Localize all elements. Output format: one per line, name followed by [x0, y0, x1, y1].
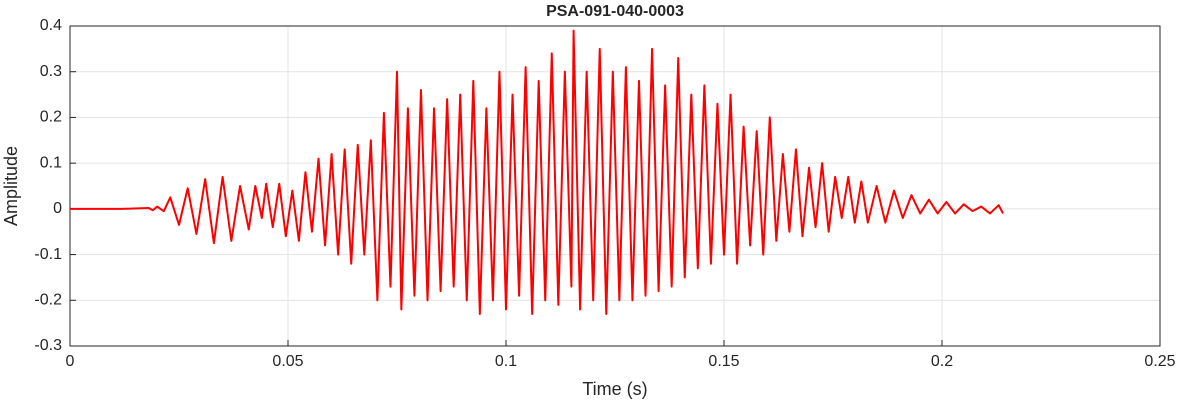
chart-title: PSA-091-040-0003 — [546, 3, 684, 20]
x-axis-label: Time (s) — [582, 379, 647, 399]
x-tick-label: 0.2 — [931, 353, 953, 370]
y-tick-label: 0.4 — [40, 17, 62, 34]
axes-box — [69, 25, 1161, 347]
x-tick-label: 0 — [66, 353, 75, 370]
y-tick-label: -0.1 — [34, 246, 62, 263]
y-tick-label: 0.1 — [40, 154, 62, 171]
x-tick-label: 0.25 — [1144, 353, 1175, 370]
y-tick-label: 0.3 — [40, 63, 62, 80]
y-tick-label: -0.3 — [34, 337, 62, 354]
y-tick-label: 0 — [53, 200, 62, 217]
x-tick-label: 0.1 — [495, 353, 517, 370]
x-tick-label: 0.05 — [272, 353, 303, 370]
series-line — [70, 29, 1004, 315]
y-axis-label: Amplitude — [1, 146, 21, 226]
x-tick-label: 0.15 — [708, 353, 739, 370]
plot-area — [70, 26, 1160, 346]
y-tick-label: -0.2 — [34, 292, 62, 309]
y-tick-label: 0.2 — [40, 109, 62, 126]
